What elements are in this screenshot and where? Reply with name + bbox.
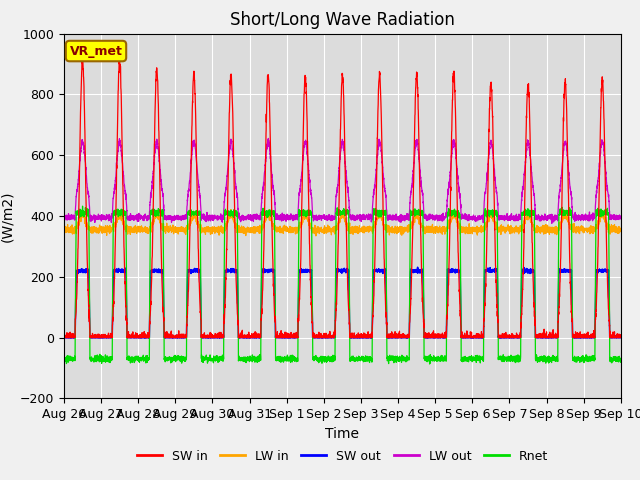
Rnet xyxy=(499,355,507,360)
LW out xyxy=(322,216,330,221)
SW out xyxy=(161,335,168,340)
LW out xyxy=(548,220,556,226)
SW in xyxy=(60,335,68,340)
Line: SW in: SW in xyxy=(64,57,621,337)
SW out xyxy=(616,334,624,339)
LW in xyxy=(617,227,625,232)
SW in xyxy=(616,335,624,340)
LW out xyxy=(499,216,507,221)
LW in xyxy=(616,226,624,231)
Rnet xyxy=(616,356,624,362)
Title: Short/Long Wave Radiation: Short/Long Wave Radiation xyxy=(230,11,455,29)
LW in xyxy=(227,207,235,213)
SW in xyxy=(322,335,330,340)
LW in xyxy=(468,225,476,230)
Rnet xyxy=(79,203,86,209)
LW in xyxy=(60,229,68,235)
Text: VR_met: VR_met xyxy=(70,45,122,58)
LW out xyxy=(160,208,168,214)
LW out xyxy=(616,215,624,220)
LW in xyxy=(322,230,330,236)
Rnet xyxy=(436,358,444,363)
SW in xyxy=(436,335,444,340)
X-axis label: Time: Time xyxy=(325,427,360,441)
LW in xyxy=(499,226,507,232)
LW out xyxy=(467,216,475,222)
SW in xyxy=(161,333,168,338)
Line: LW in: LW in xyxy=(64,210,621,236)
Line: SW out: SW out xyxy=(64,267,621,337)
SW out xyxy=(436,335,444,340)
LW out xyxy=(436,216,444,222)
Rnet xyxy=(322,357,330,363)
LW out xyxy=(617,215,625,220)
LW in xyxy=(436,227,444,233)
SW in xyxy=(116,54,124,60)
Rnet xyxy=(426,361,433,367)
Line: Rnet: Rnet xyxy=(64,206,621,364)
SW in xyxy=(617,333,625,339)
LW out xyxy=(60,215,68,220)
SW out xyxy=(499,335,507,340)
SW out xyxy=(60,334,68,340)
SW out xyxy=(468,335,476,340)
SW out xyxy=(414,264,422,270)
SW in xyxy=(499,335,507,340)
Rnet xyxy=(468,355,476,360)
LW out xyxy=(264,135,272,141)
Legend: SW in, LW in, SW out, LW out, Rnet: SW in, LW in, SW out, LW out, Rnet xyxy=(132,445,553,468)
SW out xyxy=(617,335,625,340)
Y-axis label: (W/m2): (W/m2) xyxy=(1,190,14,242)
Rnet xyxy=(617,358,625,363)
Rnet xyxy=(161,357,168,362)
SW out xyxy=(322,334,330,340)
SW out xyxy=(61,335,68,340)
Line: LW out: LW out xyxy=(64,138,621,223)
SW in xyxy=(60,331,68,336)
Rnet xyxy=(60,356,68,362)
SW in xyxy=(468,334,476,339)
LW in xyxy=(312,233,320,239)
LW in xyxy=(160,225,168,231)
